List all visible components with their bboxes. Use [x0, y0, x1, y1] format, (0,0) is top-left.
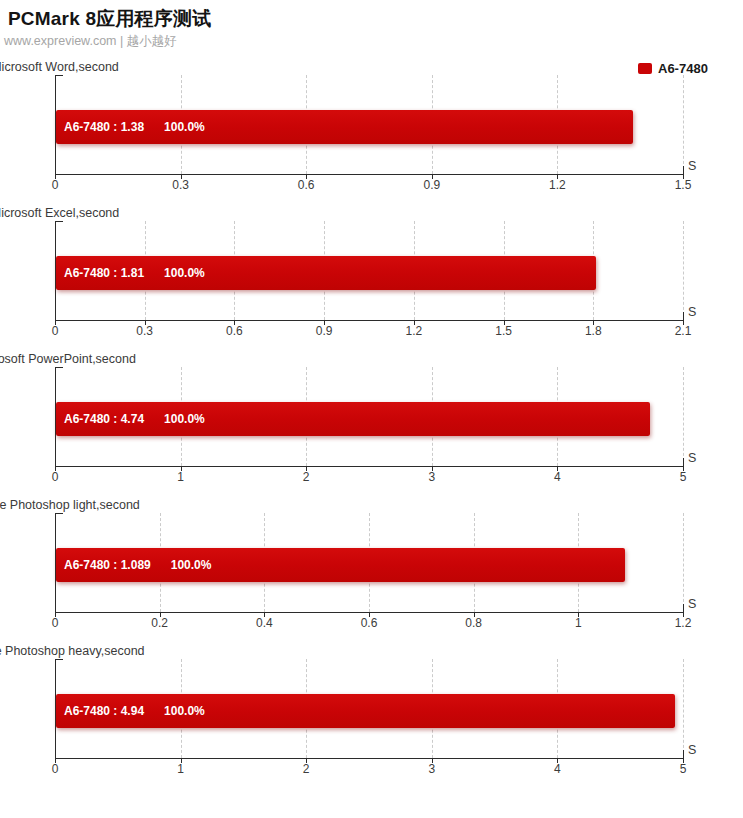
axis-tick-label: 0	[52, 762, 59, 776]
chart-title: Microsoft Word,second	[0, 60, 119, 74]
page-subtitle: www.expreview.com | 越小越好	[4, 33, 177, 50]
axis-tick-label: 0	[52, 616, 59, 630]
bar-percent-label: 100.0%	[164, 120, 205, 134]
gridline	[683, 75, 684, 174]
y-axis-cap	[55, 513, 63, 514]
bar-value-label: A6-7480 : 4.94	[64, 704, 144, 718]
axis-tick-label: 2	[303, 470, 310, 484]
x-axis-cap	[683, 458, 684, 466]
gridline	[683, 221, 684, 320]
x-axis-cap	[683, 604, 684, 612]
axis-tick-label: 1.5	[495, 324, 512, 338]
chart-title: Microsoft Excel,second	[0, 206, 119, 220]
gridline	[683, 659, 684, 758]
chart-block: Adobe Photoshop heavy,second 0 1 2 3 4 5S A6-74…	[0, 644, 743, 790]
axis-tick-label: 5	[680, 470, 687, 484]
axis-tick-label: 5	[680, 762, 687, 776]
axis-tick-label: 3	[428, 762, 435, 776]
x-axis-line	[55, 320, 684, 321]
bar-percent-label: 100.0%	[164, 266, 205, 280]
axis-tick-label: 4	[554, 470, 561, 484]
axis-tick-label: 0.6	[361, 616, 378, 630]
bar-percent-label: 100.0%	[164, 412, 205, 426]
axis-tick-label: 3	[428, 470, 435, 484]
axis-tick-label: 0	[52, 470, 59, 484]
axis-tick-label: 0.9	[423, 178, 440, 192]
x-axis-line	[55, 174, 684, 175]
x-axis-line	[55, 758, 684, 759]
axis-unit-label: S	[688, 305, 696, 319]
chart-title: Adobe Photoshop light,second	[0, 498, 140, 512]
axis-tick-label: 0.3	[172, 178, 189, 192]
x-axis-cap	[683, 166, 684, 174]
axis-tick-label: 0.2	[151, 616, 168, 630]
axis-unit-label: S	[688, 159, 696, 173]
x-axis-line	[55, 612, 684, 613]
axis-tick-label: 0.4	[256, 616, 273, 630]
axis-tick-label: 1.8	[585, 324, 602, 338]
bar-value-label: A6-7480 : 1.81	[64, 266, 144, 280]
data-bar: A6-7480 : 1.81 100.0%	[56, 256, 596, 290]
axis-tick-label: 1.2	[675, 616, 692, 630]
chart-block: Microsoft PowerPoint,second 0 1 2 3 4 5S A6-748…	[0, 352, 743, 498]
x-axis-cap	[683, 750, 684, 758]
bar-value-label: A6-7480 : 1.38	[64, 120, 144, 134]
axis-tick-label: 0.8	[465, 616, 482, 630]
axis-tick-label: 0	[52, 178, 59, 192]
y-axis-cap	[55, 659, 63, 660]
page-title: PCMark 8应用程序测试	[8, 6, 211, 32]
data-bar: A6-7480 : 1.089 100.0%	[56, 548, 625, 582]
axis-unit-label: S	[688, 597, 696, 611]
bar-value-label: A6-7480 : 4.74	[64, 412, 144, 426]
bar-percent-label: 100.0%	[164, 704, 205, 718]
axis-tick-label: 1.2	[406, 324, 423, 338]
data-bar: A6-7480 : 1.38 100.0%	[56, 110, 633, 144]
axis-tick-label: 0	[52, 324, 59, 338]
chart-block: Adobe Photoshop light,second 0 0.2 0.4 0.6 0.…	[0, 498, 743, 644]
chart-block: Microsoft Excel,second 0 0.3 0.6 0.9 1.2 1.5 1.…	[0, 206, 743, 352]
y-axis-cap	[55, 221, 63, 222]
y-axis-cap	[55, 75, 63, 76]
bar-value-label: A6-7480 : 1.089	[64, 558, 151, 572]
page: PCMark 8应用程序测试 www.expreview.com | 越小越好 …	[0, 0, 743, 818]
x-axis-line	[55, 466, 684, 467]
axis-tick-label: 2.1	[675, 324, 692, 338]
axis-tick-label: 0.6	[226, 324, 243, 338]
gridline	[683, 513, 684, 612]
data-bar: A6-7480 : 4.74 100.0%	[56, 402, 650, 436]
axis-unit-label: S	[688, 451, 696, 465]
bar-percent-label: 100.0%	[171, 558, 212, 572]
axis-tick-label: 1	[177, 470, 184, 484]
chart-title: Adobe Photoshop heavy,second	[0, 644, 145, 658]
axis-tick-label: 0.6	[298, 178, 315, 192]
axis-unit-label: S	[688, 743, 696, 757]
axis-tick-label: 1	[575, 616, 582, 630]
axis-tick-label: 0.9	[316, 324, 333, 338]
axis-tick-label: 0.3	[136, 324, 153, 338]
data-bar: A6-7480 : 4.94 100.0%	[56, 694, 675, 728]
axis-tick-label: 1	[177, 762, 184, 776]
y-axis-cap	[55, 367, 63, 368]
gridline	[683, 367, 684, 466]
axis-tick-label: 2	[303, 762, 310, 776]
chart-title: Microsoft PowerPoint,second	[0, 352, 136, 366]
axis-tick-label: 1.2	[549, 178, 566, 192]
chart-block: Microsoft Word,second 0 0.3 0.6 0.9 1.2 1.5 S A6…	[0, 60, 743, 206]
x-axis-cap	[683, 312, 684, 320]
axis-tick-label: 1.5	[675, 178, 692, 192]
axis-tick-label: 4	[554, 762, 561, 776]
